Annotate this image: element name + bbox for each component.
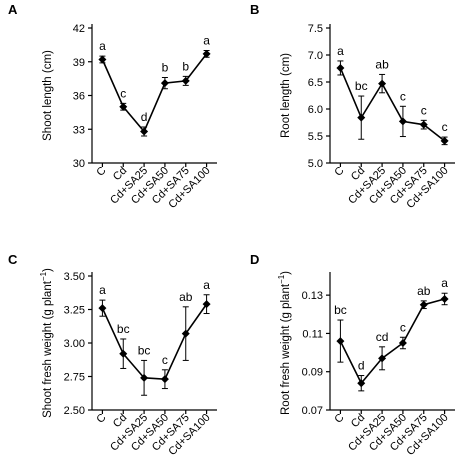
data-point	[357, 379, 366, 388]
panel-c: C2.502.753.003.253.50C CdCd+SA25Cd+SA50Cd…	[8, 252, 217, 458]
series-line	[101, 303, 208, 381]
data-point	[357, 113, 366, 122]
x-tick-label: C	[94, 165, 108, 179]
significance-letter: c	[400, 320, 406, 334]
significance-letter: c	[421, 103, 427, 117]
panel-b: B5.05.56.06.57.07.5C CdCd+SA25Cd+SA50Cd+S…	[250, 2, 455, 211]
significance-letter: ab	[417, 284, 431, 298]
y-tick-label: 5.0	[308, 158, 323, 170]
significance-letter: cd	[376, 330, 389, 344]
significance-letter: a	[203, 34, 210, 48]
panel-label: C	[8, 252, 18, 267]
y-tick-label: 0.13	[302, 290, 323, 302]
significance-letter: bc	[138, 343, 151, 357]
significance-letter: bc	[334, 303, 347, 317]
data-point	[336, 337, 345, 346]
y-tick-label: 5.5	[308, 131, 323, 143]
y-tick-label: 0.07	[302, 405, 323, 417]
panel-label: B	[250, 2, 259, 17]
data-point	[398, 339, 407, 347]
y-tick-label: 0.09	[302, 367, 323, 379]
significance-letter: c	[442, 120, 448, 134]
y-tick-label: 3.25	[64, 305, 85, 317]
y-tick-label: 42	[73, 23, 85, 35]
data-point	[98, 55, 107, 64]
y-axis-title-superscript: −1	[277, 274, 286, 284]
data-point	[140, 373, 149, 382]
y-axis-title-text: Root length (cm)	[280, 53, 292, 138]
y-axis-title-tail: )	[280, 271, 292, 275]
significance-letter: c	[400, 89, 406, 103]
data-point	[440, 294, 449, 303]
panel-label: D	[250, 252, 259, 267]
y-axis-title-text: Shoot length (cm)	[42, 50, 54, 141]
significance-letter: c	[162, 353, 168, 367]
data-point	[419, 120, 428, 129]
data-point	[419, 300, 428, 309]
data-point	[160, 79, 169, 88]
series-line	[339, 298, 445, 385]
y-axis-title-tail: )	[42, 268, 54, 272]
significance-letter: d	[141, 110, 148, 124]
data-point	[140, 127, 149, 136]
data-point	[119, 102, 128, 111]
series-line	[339, 67, 446, 142]
y-tick-label: 2.75	[64, 372, 85, 384]
significance-letter: a	[99, 283, 106, 297]
y-axis-title-text: Shoot fresh weight (g plant	[42, 280, 54, 418]
y-axis-title: Shoot fresh weight (g plant−1)	[39, 268, 54, 418]
data-point	[378, 79, 387, 88]
y-axis-title-superscript: −1	[39, 271, 48, 281]
significance-letter: b	[182, 59, 189, 73]
data-point	[398, 117, 407, 126]
y-axis-title-text: Root fresh weight (g plant	[280, 283, 292, 415]
significance-letter: c	[120, 86, 126, 100]
significance-letter: a	[99, 39, 106, 53]
y-tick-label: 7.5	[308, 23, 323, 35]
series-line	[101, 53, 208, 134]
data-point	[181, 76, 190, 85]
y-tick-label: 3.00	[64, 338, 85, 350]
data-point	[440, 136, 449, 145]
panel-label: A	[8, 2, 18, 17]
y-tick-label: 0.11	[302, 328, 323, 340]
x-tick-label: C	[332, 165, 346, 179]
significance-letter: ab	[375, 57, 389, 71]
significance-letter: a	[203, 278, 210, 292]
data-point	[98, 304, 107, 313]
y-tick-label: 33	[73, 124, 85, 136]
significance-letter: bc	[117, 322, 130, 336]
y-tick-label: 30	[73, 158, 85, 170]
y-axis-title: Shoot length (cm)	[42, 50, 54, 141]
y-tick-label: 39	[73, 57, 85, 69]
data-point	[378, 354, 387, 363]
x-tick-label: C	[332, 412, 346, 426]
data-point	[202, 49, 211, 58]
data-point	[160, 375, 169, 384]
significance-letter: bc	[355, 79, 368, 93]
y-tick-label: 36	[73, 91, 85, 103]
data-point	[119, 349, 128, 358]
panel-d: D0.070.090.110.13C CdCd+SA25Cd+SA50Cd+SA7…	[250, 252, 455, 458]
significance-letter: b	[162, 61, 169, 75]
data-point	[202, 300, 211, 309]
significance-letter: ab	[179, 290, 193, 304]
y-axis-title: Root fresh weight (g plant−1)	[277, 271, 292, 415]
significance-letter: d	[358, 359, 365, 373]
y-tick-label: 6.0	[308, 104, 323, 116]
y-axis-title: Root length (cm)	[280, 53, 292, 138]
data-point	[336, 63, 345, 72]
significance-letter: a	[441, 276, 448, 290]
y-tick-label: 7.0	[308, 50, 323, 62]
data-point	[181, 329, 190, 338]
y-tick-label: 3.50	[64, 271, 85, 283]
y-tick-label: 6.5	[308, 77, 323, 89]
x-tick-label: C	[94, 412, 108, 426]
y-tick-label: 2.50	[64, 405, 85, 417]
significance-letter: a	[337, 44, 344, 58]
